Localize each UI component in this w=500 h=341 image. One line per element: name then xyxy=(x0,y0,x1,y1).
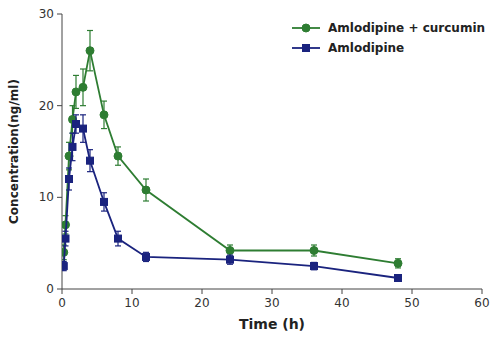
error-bar-cap xyxy=(227,264,233,265)
data-point xyxy=(311,263,318,270)
axes: 0 10 20 30 40 50 60 0 10 20 30 xyxy=(39,7,490,310)
error-bar xyxy=(395,275,401,281)
x-tick-label: 30 xyxy=(264,296,279,310)
error-bar-cap xyxy=(143,261,149,262)
error-bar-cap xyxy=(80,68,86,69)
error-bar-cap xyxy=(73,114,79,115)
error-bar-cap xyxy=(143,252,149,253)
error-bar xyxy=(143,179,149,201)
series xyxy=(62,31,402,268)
x-tick xyxy=(272,289,273,294)
error-bar-cap xyxy=(115,245,121,246)
error-bar-cap xyxy=(80,114,86,115)
x-tick-label: 60 xyxy=(474,296,489,310)
error-bar xyxy=(311,245,317,256)
legend-marker xyxy=(302,24,310,32)
data-point xyxy=(69,143,76,150)
data-point xyxy=(227,256,234,263)
error-bar-cap xyxy=(227,254,233,255)
data-point xyxy=(79,83,87,91)
x-tick xyxy=(482,289,483,294)
error-bar xyxy=(227,255,233,264)
data-point xyxy=(87,157,94,164)
error-bar xyxy=(143,252,149,261)
data-point xyxy=(226,247,234,255)
y-tick xyxy=(57,289,62,290)
series-line xyxy=(64,124,398,278)
data-point xyxy=(62,235,69,242)
data-point xyxy=(80,125,87,132)
y-tick xyxy=(57,197,62,198)
data-point xyxy=(114,152,122,160)
x-tick-label: 20 xyxy=(194,296,209,310)
x-tick-label: 40 xyxy=(334,296,349,310)
error-bar-cap xyxy=(311,255,317,256)
data-point xyxy=(395,275,402,282)
y-tick xyxy=(57,105,62,106)
error-bar-cap xyxy=(62,270,67,271)
legend-label: Amlodipine + curcumin xyxy=(328,21,485,35)
error-bar-cap xyxy=(143,200,149,201)
x-tick xyxy=(342,289,343,294)
y-tick-label: 30 xyxy=(39,7,54,21)
x-tick xyxy=(202,289,203,294)
data-point xyxy=(66,176,73,183)
data-point xyxy=(394,259,402,267)
legend-marker xyxy=(303,45,310,52)
data-point xyxy=(100,111,108,119)
error-bar xyxy=(227,245,233,256)
y-axis-label: Concentration(ng/ml) xyxy=(7,79,21,224)
error-bar-cap xyxy=(101,210,107,211)
x-tick xyxy=(62,289,63,294)
legend-label: Amlodipine xyxy=(328,41,404,55)
error-bar-cap xyxy=(87,30,93,31)
chart-svg: 0 10 20 30 40 50 60 0 10 20 30 Time (h) Concentratio… xyxy=(0,0,500,341)
legend: Amlodipine + curcumin Amlodipine xyxy=(292,21,485,55)
error-bar-cap xyxy=(311,244,317,245)
legend-item: Amlodipine xyxy=(292,41,404,55)
x-tick xyxy=(132,289,133,294)
data-point xyxy=(143,253,150,260)
data-point xyxy=(142,186,150,194)
legend-item: Amlodipine + curcumin xyxy=(292,21,485,35)
error-bar-cap xyxy=(115,165,121,166)
x-tick-label: 50 xyxy=(404,296,419,310)
page: {"chart_data": {"type": "line", "xlabel"… xyxy=(0,0,500,341)
series-line xyxy=(64,51,398,264)
error-bar-cap xyxy=(101,128,107,129)
error-bar-cap xyxy=(87,171,93,172)
error-bar xyxy=(311,262,317,269)
x-tick xyxy=(412,289,413,294)
x-tick-label: 0 xyxy=(58,296,66,310)
data-point xyxy=(86,47,94,55)
data-point xyxy=(72,88,80,96)
error-bar-cap xyxy=(73,75,79,76)
y-tick xyxy=(57,14,62,15)
error-bar-cap xyxy=(87,70,93,71)
y-tick-label: 0 xyxy=(46,282,54,296)
error-bar-cap xyxy=(143,178,149,179)
error-bar-cap xyxy=(80,105,86,106)
data-point xyxy=(310,247,318,255)
y-axis-line xyxy=(62,14,63,289)
data-point xyxy=(115,235,122,242)
x-tick-label: 10 xyxy=(124,296,139,310)
series xyxy=(62,115,402,282)
data-point xyxy=(101,198,108,205)
error-bar xyxy=(395,259,401,268)
error-bar-cap xyxy=(227,244,233,245)
y-tick-label: 20 xyxy=(39,99,54,113)
error-bar xyxy=(62,262,67,271)
error-bar xyxy=(73,115,79,133)
data-point xyxy=(62,263,67,270)
data-point xyxy=(73,121,80,128)
chart-container: 0 10 20 30 40 50 60 0 10 20 30 Time (h) Concentratio… xyxy=(0,0,500,341)
x-axis-label: Time (h) xyxy=(239,316,305,332)
plot-area xyxy=(62,31,402,282)
y-tick-label: 10 xyxy=(39,190,54,204)
